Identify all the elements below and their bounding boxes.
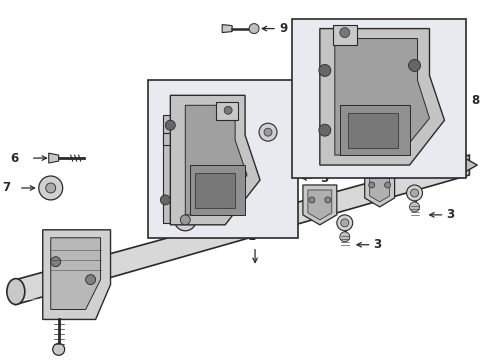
Polygon shape [51,238,100,310]
Text: 8: 8 [471,94,480,107]
Bar [292,19,466,178]
Circle shape [337,215,353,231]
Polygon shape [303,185,337,225]
Polygon shape [43,230,111,319]
Polygon shape [369,178,390,202]
Circle shape [341,219,349,227]
Circle shape [224,106,232,114]
Bar [163,115,175,223]
Circle shape [160,195,171,205]
Circle shape [385,182,391,188]
Circle shape [86,275,96,285]
Text: 3: 3 [374,238,382,251]
Text: 3: 3 [446,208,455,221]
Circle shape [319,124,331,136]
Polygon shape [171,95,260,225]
Text: 4: 4 [181,183,190,196]
Polygon shape [222,24,232,32]
Bar [348,113,397,148]
Text: 10: 10 [292,126,308,139]
Polygon shape [308,190,332,220]
Circle shape [340,232,350,242]
Text: 9: 9 [279,22,287,35]
Circle shape [46,183,56,193]
Circle shape [165,120,175,130]
Bar [163,133,238,145]
Circle shape [368,182,375,188]
Circle shape [39,176,63,200]
Circle shape [407,185,422,201]
Circle shape [51,257,61,267]
Circle shape [325,197,331,203]
Bar [340,105,410,155]
Circle shape [409,59,420,71]
Circle shape [249,24,259,33]
Circle shape [410,202,419,212]
Polygon shape [365,173,394,207]
Circle shape [53,343,65,355]
Bar [148,80,298,238]
Circle shape [174,209,196,231]
Bar [216,102,238,120]
Polygon shape [185,105,247,215]
Text: 7: 7 [2,181,10,194]
Polygon shape [460,155,477,175]
Text: 1: 1 [248,230,256,243]
Circle shape [264,128,272,136]
Bar [195,173,235,208]
Polygon shape [320,28,444,165]
Circle shape [411,189,418,197]
Text: 5: 5 [320,171,328,185]
Bar [333,24,357,45]
Polygon shape [16,155,469,305]
Circle shape [180,215,190,225]
Text: 6: 6 [11,152,19,165]
Text: 2: 2 [51,231,60,244]
Polygon shape [335,39,430,155]
Circle shape [259,123,277,141]
Bar [190,165,245,215]
Ellipse shape [7,279,25,305]
Circle shape [340,28,350,37]
Circle shape [319,64,331,76]
Polygon shape [49,153,59,163]
Circle shape [309,197,315,203]
